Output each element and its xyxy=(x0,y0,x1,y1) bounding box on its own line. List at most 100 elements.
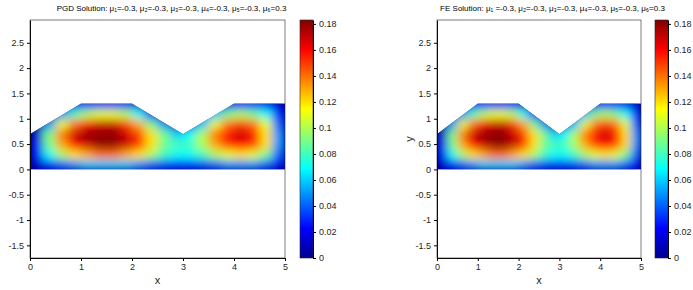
cell xyxy=(145,139,158,150)
cell xyxy=(43,119,56,130)
cell xyxy=(247,159,260,170)
cell xyxy=(196,129,209,140)
cell xyxy=(94,149,107,160)
cell xyxy=(56,98,69,109)
cell xyxy=(158,98,171,109)
domain-group xyxy=(30,98,285,169)
cell xyxy=(107,139,120,150)
colorbar-tick-label: 0.14 xyxy=(319,71,337,81)
cell xyxy=(221,139,234,150)
colorbar-tick-label: 0.06 xyxy=(319,175,337,185)
colorbar-tick-label: 0.12 xyxy=(674,97,692,107)
cell xyxy=(234,98,247,109)
colorbar-tick-label: 0.18 xyxy=(674,19,692,29)
x-tick: 1 xyxy=(79,258,84,272)
cell xyxy=(519,98,530,109)
cell xyxy=(519,129,530,140)
cell xyxy=(447,119,458,130)
cell xyxy=(43,139,56,150)
y-tick: -0.5 xyxy=(415,190,437,200)
cell xyxy=(610,129,621,140)
cell xyxy=(508,109,519,120)
y-tick-label: -0.5 xyxy=(415,190,431,200)
cell xyxy=(590,159,601,170)
cell xyxy=(132,119,145,130)
x-tick-mark xyxy=(132,258,133,261)
cell xyxy=(631,109,641,120)
x-tick-label: 5 xyxy=(283,262,288,272)
cell xyxy=(158,129,171,140)
y-tick-label: -1 xyxy=(16,215,24,225)
cell xyxy=(498,149,509,160)
cell xyxy=(549,98,560,109)
y-tick-mark xyxy=(434,68,437,69)
cell xyxy=(570,119,581,130)
cell xyxy=(508,129,519,140)
cell xyxy=(196,98,209,109)
x-tick-mark xyxy=(559,258,560,261)
cell xyxy=(621,119,632,130)
cell xyxy=(437,98,448,109)
cell xyxy=(631,149,641,160)
cell xyxy=(498,139,509,150)
cell xyxy=(56,119,69,130)
cell xyxy=(56,139,69,150)
cell xyxy=(272,98,285,109)
colorbar xyxy=(300,20,313,258)
x-axis: 012345 xyxy=(435,258,644,272)
cell xyxy=(196,149,209,160)
cell xyxy=(196,119,209,130)
x-tick-mark xyxy=(285,258,286,261)
y-tick-mark xyxy=(27,93,30,94)
cell xyxy=(600,109,611,120)
cell xyxy=(488,98,499,109)
colorbar-tick-mark xyxy=(313,258,316,259)
cell xyxy=(209,149,222,160)
cell xyxy=(468,159,479,170)
cell xyxy=(272,119,285,130)
cell xyxy=(260,149,273,160)
colorbar-tick-mark xyxy=(313,50,316,51)
colorbar-tick-label: 0.04 xyxy=(674,201,692,211)
cell xyxy=(234,119,247,130)
colorbar-tick-label: 0.08 xyxy=(674,149,692,159)
cell xyxy=(570,149,581,160)
cell xyxy=(30,98,43,109)
cell xyxy=(30,129,43,140)
cell xyxy=(447,159,458,170)
cell xyxy=(570,129,581,140)
cell xyxy=(590,109,601,120)
x-tick: 4 xyxy=(232,258,237,272)
cell xyxy=(132,109,145,120)
cell xyxy=(94,139,107,150)
cell xyxy=(81,98,94,109)
cell xyxy=(196,159,209,170)
cell xyxy=(488,149,499,160)
cell xyxy=(457,109,468,120)
x-tick-mark xyxy=(234,258,235,261)
cell xyxy=(119,119,132,130)
cell xyxy=(209,119,222,130)
cell xyxy=(580,119,591,130)
y-tick-mark xyxy=(434,169,437,170)
y-tick: 0 xyxy=(426,165,437,175)
cell xyxy=(437,129,448,140)
cell xyxy=(529,139,540,150)
cell xyxy=(580,149,591,160)
cell xyxy=(272,159,285,170)
y-tick: -0.5 xyxy=(8,190,30,200)
cell xyxy=(272,149,285,160)
x-axis-title: x xyxy=(155,274,161,286)
chart: 012345-1.5-1-0.500.511.522.5FE Solution:… xyxy=(403,4,692,286)
cell xyxy=(478,139,489,150)
y-tick: 2 xyxy=(426,63,437,73)
y-tick-label: 1 xyxy=(426,114,431,124)
cell xyxy=(272,139,285,150)
cell xyxy=(600,119,611,130)
colorbar xyxy=(655,20,668,258)
x-tick-label: 3 xyxy=(181,262,186,272)
y-tick-label: -0.5 xyxy=(8,190,24,200)
cell xyxy=(247,119,260,130)
cell xyxy=(145,149,158,160)
cell xyxy=(107,98,120,109)
